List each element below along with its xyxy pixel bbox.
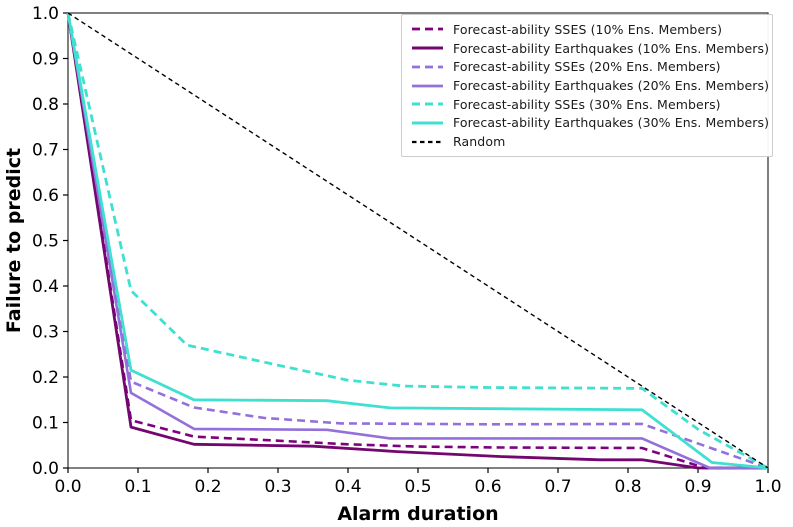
- legend-item-label: Forecast-ability Earthquakes (20% Ens. M…: [453, 78, 770, 94]
- legend-item-0: Forecast-ability SSES (10% Ens. Members): [411, 20, 764, 39]
- legend-item-6: Random: [411, 132, 764, 151]
- series-line-5: [66, 12, 769, 470]
- x-axis-tick-label: 0.8: [614, 477, 641, 497]
- x-axis-tick-label: 0.1: [124, 477, 151, 497]
- y-axis-title: Failure to predict: [3, 148, 25, 333]
- legend-line-sample-icon: [412, 65, 443, 69]
- series-line-2: [66, 12, 769, 470]
- legend-item-3: Forecast-ability Earthquakes (20% Ens. M…: [411, 76, 769, 95]
- x-axis-tick-label: 0.7: [544, 477, 571, 497]
- legend-box: Forecast-ability SSES (10% Ens. Members)…: [401, 14, 773, 157]
- x-axis-title: Alarm duration: [337, 503, 498, 525]
- legend-item-5: Forecast-ability Earthquakes (30% Ens. M…: [411, 114, 769, 133]
- legend-item-label: Forecast-ability SSEs (30% Ens. Members): [453, 96, 721, 112]
- y-axis-tick-label: 0.7: [32, 141, 59, 161]
- legend-item-label: Forecast-ability SSES (10% Ens. Members): [453, 21, 723, 37]
- legend-line-sample-icon: [412, 84, 443, 87]
- legend-line-sample-icon: [412, 102, 443, 106]
- legend-line-sample-icon: [412, 140, 443, 143]
- x-axis-tick-label: 0.3: [264, 477, 291, 497]
- x-axis-tick-label: 0.5: [404, 477, 431, 497]
- legend-item-label: Forecast-ability Earthquakes (10% Ens. M…: [453, 40, 770, 56]
- legend-item-2: Forecast-ability SSEs (20% Ens. Members): [411, 57, 764, 76]
- legend-line-sample-icon: [412, 121, 443, 125]
- legend-item-label: Forecast-ability SSEs (20% Ens. Members): [453, 59, 721, 75]
- legend-item-4: Forecast-ability SSEs (30% Ens. Members): [411, 95, 764, 114]
- legend-line-sample-icon: [412, 27, 443, 31]
- x-axis-tick-label: 0.0: [54, 477, 81, 497]
- series-line-0: [66, 12, 768, 470]
- x-axis-tick-label: 0.2: [194, 477, 221, 497]
- y-axis-tick-label: 0.6: [32, 186, 59, 206]
- legend-item-label: Random: [453, 134, 506, 150]
- y-axis-tick-label: 0.0: [32, 459, 59, 479]
- legend-line-sample-icon: [412, 46, 443, 50]
- x-axis-tick-label: 0.6: [474, 477, 501, 497]
- series-line-1: [66, 12, 768, 470]
- y-axis-tick-label: 0.4: [32, 277, 59, 297]
- series-line-6: [67, 12, 769, 469]
- x-axis-tick-label: 1.0: [754, 477, 781, 497]
- y-axis-tick-label: 0.2: [32, 368, 59, 388]
- y-axis-tick-label: 0.3: [32, 323, 59, 343]
- legend-item-label: Forecast-ability Earthquakes (30% Ens. M…: [453, 115, 770, 131]
- y-axis-tick-label: 0.5: [32, 232, 59, 252]
- y-axis-tick-label: 0.9: [32, 50, 59, 70]
- y-axis-tick-label: 1.0: [32, 4, 59, 24]
- legend-item-1: Forecast-ability Earthquakes (10% Ens. M…: [411, 39, 769, 58]
- series-line-3: [66, 12, 768, 470]
- y-axis-tick-label: 0.8: [32, 95, 59, 115]
- x-axis-tick-label: 0.4: [334, 477, 361, 497]
- y-axis-tick-label: 0.1: [32, 414, 59, 434]
- x-axis-tick-label: 0.9: [684, 477, 711, 497]
